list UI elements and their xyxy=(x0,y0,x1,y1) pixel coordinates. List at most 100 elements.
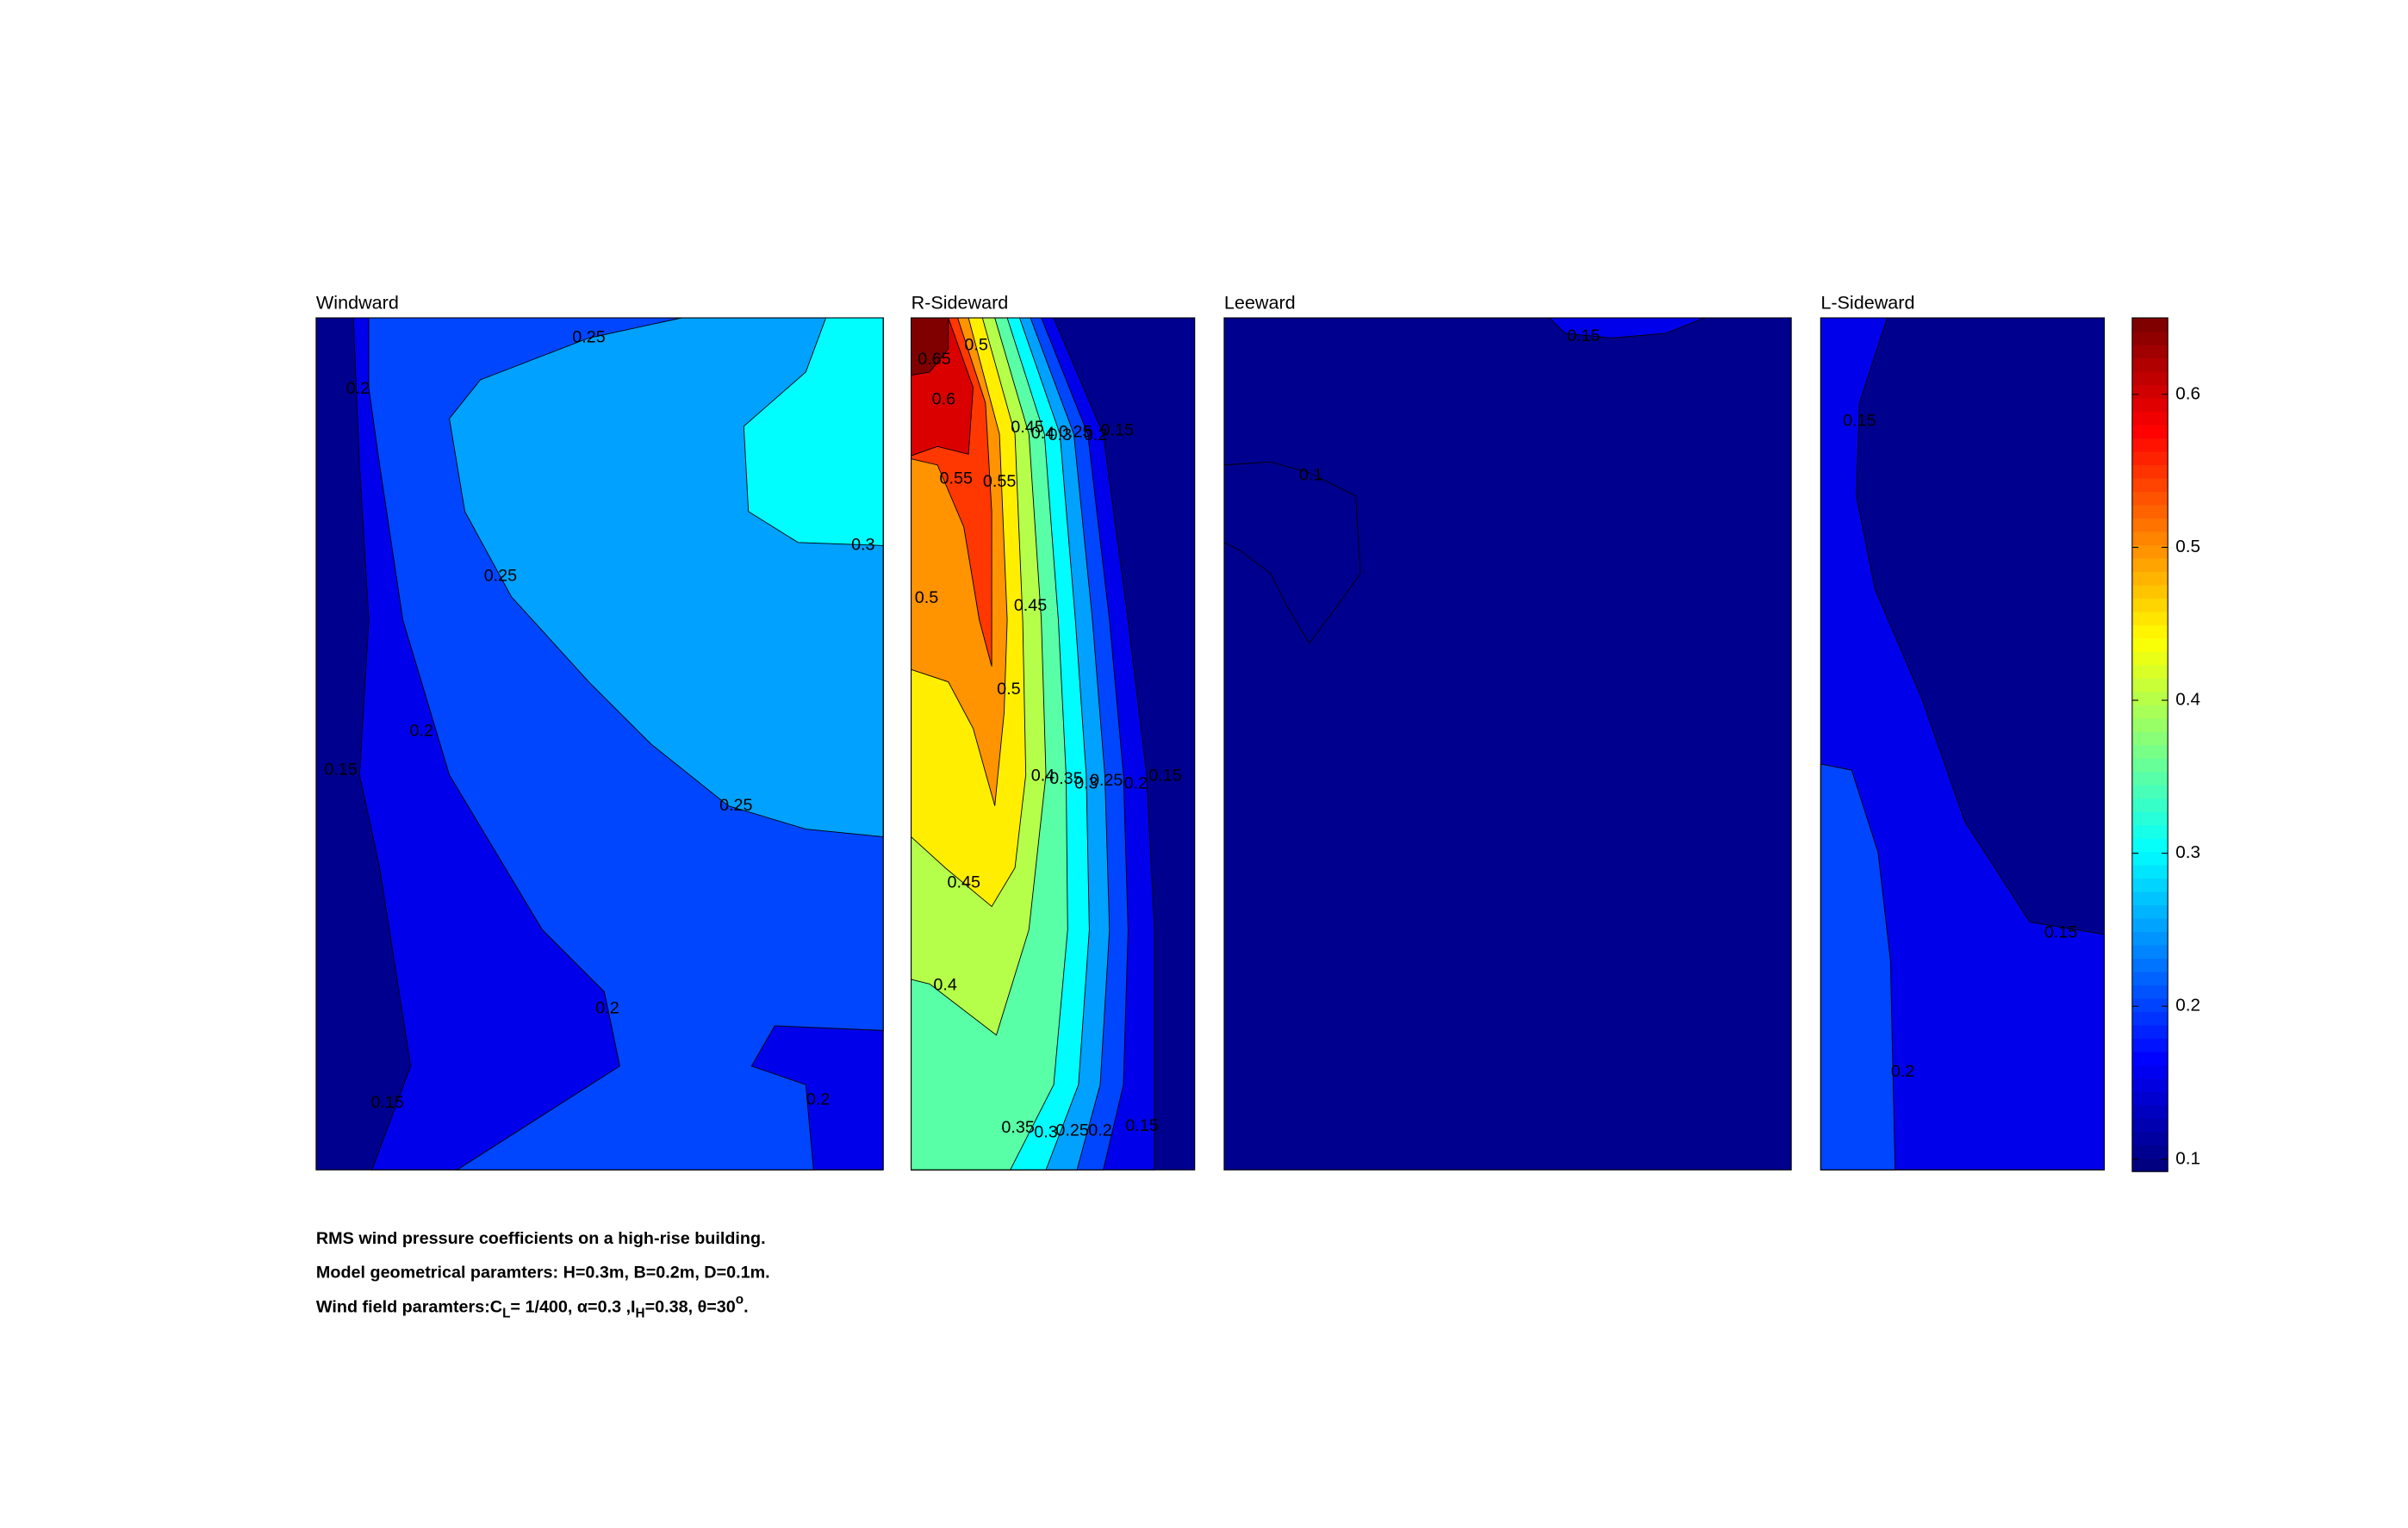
colorbar-tick-label: 0.6 xyxy=(2175,383,2200,403)
colorbar-segment xyxy=(2131,624,2168,639)
contour-label: 0.4 xyxy=(1031,424,1055,443)
colorbar-segment xyxy=(2131,864,2168,879)
colorbar-segment xyxy=(2131,1051,2168,1065)
contour-label: 0.5 xyxy=(964,336,987,355)
colorbar-segment xyxy=(2131,705,2168,719)
colorbar-tick-label: 0.4 xyxy=(2175,689,2200,709)
caption-part: =0.38, θ=30 xyxy=(645,1298,736,1317)
contour-label: 0.15 xyxy=(1101,421,1134,440)
colorbar-segment xyxy=(2131,370,2168,386)
colorbar-segment xyxy=(2131,958,2168,972)
colorbar-segment xyxy=(2131,424,2168,439)
colorbar-segment xyxy=(2131,1038,2168,1053)
contour-label: 0.15 xyxy=(1125,1116,1158,1135)
colorbar-segment xyxy=(2131,678,2168,693)
contour-label: 0.4 xyxy=(1031,767,1055,786)
contour-label: 0.1 xyxy=(1299,466,1322,485)
colorbar-segment xyxy=(2131,318,2168,332)
colorbar-segment xyxy=(2131,731,2168,746)
caption-part: o xyxy=(736,1292,744,1307)
colorbar-segment xyxy=(2131,1145,2168,1159)
colorbar-segment xyxy=(2131,637,2168,652)
contour-label: 0.2 xyxy=(806,1090,830,1109)
colorbar-segment xyxy=(2131,891,2168,906)
colorbar-segment xyxy=(2131,851,2168,866)
colorbar-segment xyxy=(2131,971,2168,985)
caption-part: Wind field paramters:C xyxy=(316,1298,502,1317)
colorbar-segment xyxy=(2131,944,2168,959)
colorbar-segment xyxy=(2131,878,2168,892)
colorbar-segment xyxy=(2131,477,2168,493)
colorbar-segment xyxy=(2131,544,2168,559)
contour-label: 0.3 xyxy=(1074,774,1098,793)
colorbar-segment xyxy=(2131,784,2168,799)
colorbar-segment xyxy=(2131,1158,2168,1172)
colorbar-segment xyxy=(2131,664,2168,679)
colorbar-segment xyxy=(2131,917,2168,933)
colorbar-segment xyxy=(2131,904,2168,919)
colorbar-tick-label: 0.3 xyxy=(2175,842,2200,862)
contour-label: 0.25 xyxy=(719,796,752,815)
colorbar-segment xyxy=(2131,1024,2168,1039)
caption-part: L xyxy=(502,1307,510,1321)
contour-label: 0.55 xyxy=(939,469,972,488)
contour-label: 0.15 xyxy=(1567,326,1600,345)
contour-label: 0.15 xyxy=(1148,767,1181,786)
contour-label: 0.6 xyxy=(932,390,955,409)
panel-title: Windward xyxy=(316,292,399,314)
contour-label: 0.35 xyxy=(1001,1118,1034,1137)
colorbar-segment xyxy=(2131,1118,2168,1133)
colorbar-segment xyxy=(2131,1078,2168,1092)
caption-part: Model geometrical paramters: H=0.3m, B=0… xyxy=(316,1264,770,1283)
contour-line xyxy=(1223,461,1361,644)
contour-label: 0.65 xyxy=(918,350,950,369)
colorbar-tick-label: 0.2 xyxy=(2175,996,2200,1016)
contour-label: 0.4 xyxy=(933,975,956,994)
colorbar-segment xyxy=(2131,438,2168,452)
colorbar-segment xyxy=(2131,758,2168,773)
colorbar-segment xyxy=(2131,824,2168,839)
contour-label: 0.5 xyxy=(997,680,1020,699)
panel-frame xyxy=(1820,317,2106,1171)
caption-part: H xyxy=(636,1307,645,1321)
colorbar-segment xyxy=(2131,531,2168,545)
contour-label: 0.35 xyxy=(1049,769,1082,788)
panel-title: Leeward xyxy=(1224,292,1296,314)
contour-label: 0.2 xyxy=(1084,425,1107,444)
contour-label: 0.45 xyxy=(1014,596,1047,615)
colorbar-segment xyxy=(2131,518,2168,532)
contour-label: 0.55 xyxy=(983,472,1016,491)
contour-label: 0.15 xyxy=(324,760,357,779)
caption-line: Model geometrical paramters: H=0.3m, B=0… xyxy=(316,1264,770,1283)
colorbar-segment xyxy=(2131,798,2168,812)
colorbar-segment xyxy=(2131,464,2168,479)
panel-frame xyxy=(911,317,1196,1171)
colorbar-segment xyxy=(2131,397,2168,413)
contour-label: 0.45 xyxy=(947,873,980,892)
panel-title: R-Sideward xyxy=(912,292,1009,314)
colorbar-segment xyxy=(2131,450,2168,466)
colorbar-segment xyxy=(2131,411,2168,425)
colorbar-segment xyxy=(2131,651,2168,666)
contour-label: 0.25 xyxy=(1055,1121,1088,1140)
colorbar-segment xyxy=(2131,811,2168,826)
colorbar-segment xyxy=(2131,557,2168,572)
caption-line: RMS wind pressure coefficients on a high… xyxy=(316,1229,766,1248)
caption-line: Wind field paramters:CL= 1/400, α=0.3 ,I… xyxy=(316,1292,749,1320)
colorbar-frame xyxy=(2131,317,2168,1172)
contour-label: 0.2 xyxy=(409,721,432,740)
colorbar-segment xyxy=(2131,357,2168,372)
colorbar-segment xyxy=(2131,1011,2168,1026)
contour-label: 0.25 xyxy=(1059,422,1092,441)
colorbar-segment xyxy=(2131,504,2168,519)
colorbar-segment xyxy=(2131,1091,2168,1106)
contour-label: 0.2 xyxy=(1088,1121,1111,1140)
colorbar-segment xyxy=(2131,691,2168,705)
contour-label: 0.25 xyxy=(572,328,605,347)
contour-label: 0.5 xyxy=(915,588,938,607)
caption-part: . xyxy=(744,1298,749,1317)
colorbar-segment xyxy=(2131,584,2168,599)
contour-label: 0.2 xyxy=(1124,774,1148,793)
